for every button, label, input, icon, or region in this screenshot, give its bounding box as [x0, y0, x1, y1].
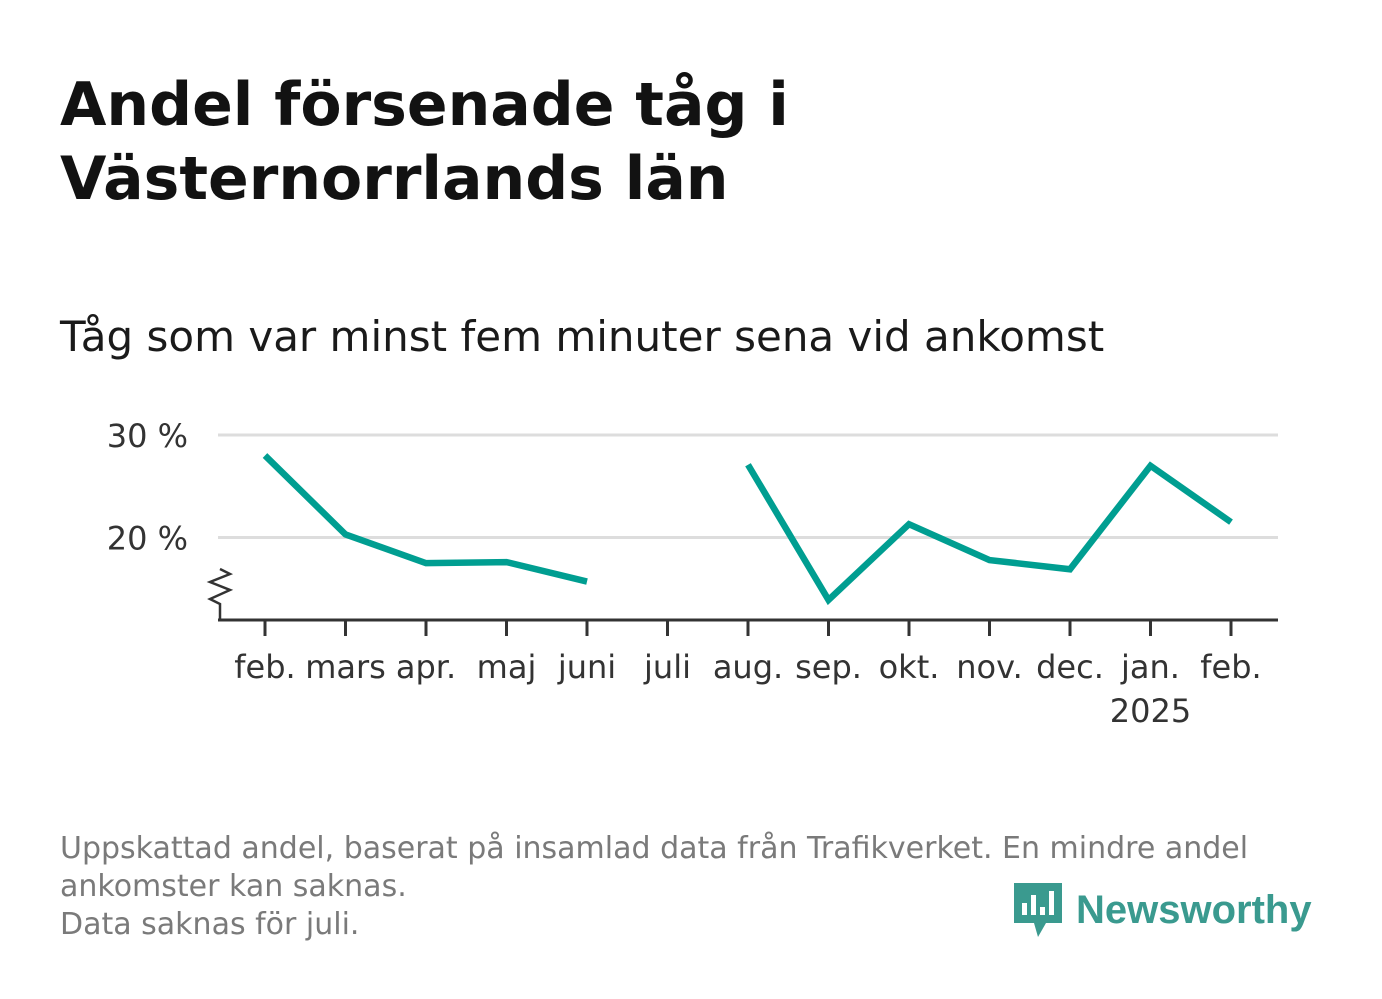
x-axis-ticks: feb. mars apr. maj juni juli aug. sep. okt. nov. d… — [234, 620, 1262, 730]
x-tick-label: apr. — [396, 648, 456, 686]
y-tick-label: 30 % — [107, 417, 188, 455]
footnote-line: Data saknas för juli. — [60, 907, 360, 942]
footnote-line: Uppskattad andel, baserat på insamlad da… — [60, 831, 1249, 866]
x-tick-label: maj — [477, 648, 537, 686]
chart-title: Andel försenade tåg i Västernorrlands lä… — [60, 70, 789, 214]
x-tick-label: juli — [643, 648, 691, 686]
x-tick-label: jan. — [1120, 648, 1180, 686]
x-tick-label: dec. — [1036, 648, 1104, 686]
x-tick-label: feb. — [234, 648, 295, 686]
gridlines — [218, 433, 1278, 539]
x-axis — [206, 567, 1278, 622]
chart-subtitle: Tåg som var minst fem minuter sena vid a… — [60, 312, 1105, 361]
logo-text: Newsworthy — [1076, 887, 1312, 932]
x-tick-label: sep. — [795, 648, 862, 686]
footnote-line: ankomster kan saknas. — [60, 869, 407, 904]
newsworthy-logo-icon — [1014, 883, 1062, 937]
series-line — [262, 453, 588, 585]
newsworthy-logo: Newsworthy — [1010, 878, 1312, 942]
x-tick-label: mars — [305, 648, 386, 686]
x-tick-label: nov. — [956, 648, 1022, 686]
x-tick-label: okt. — [879, 648, 940, 686]
footnote: Uppskattad andel, baserat på insamlad da… — [60, 830, 1330, 944]
y-axis-ticks: 20 % 30 % — [107, 417, 188, 558]
y-tick-label: 20 % — [107, 520, 188, 558]
x-tick-label: juni — [557, 648, 616, 686]
x-tick-label: feb. — [1200, 648, 1261, 686]
x-tick-label: aug. — [713, 648, 783, 686]
axis-break-icon — [206, 567, 234, 620]
x-year-label: 2025 — [1110, 692, 1191, 730]
series-line — [745, 461, 1233, 606]
series — [262, 453, 1233, 606]
